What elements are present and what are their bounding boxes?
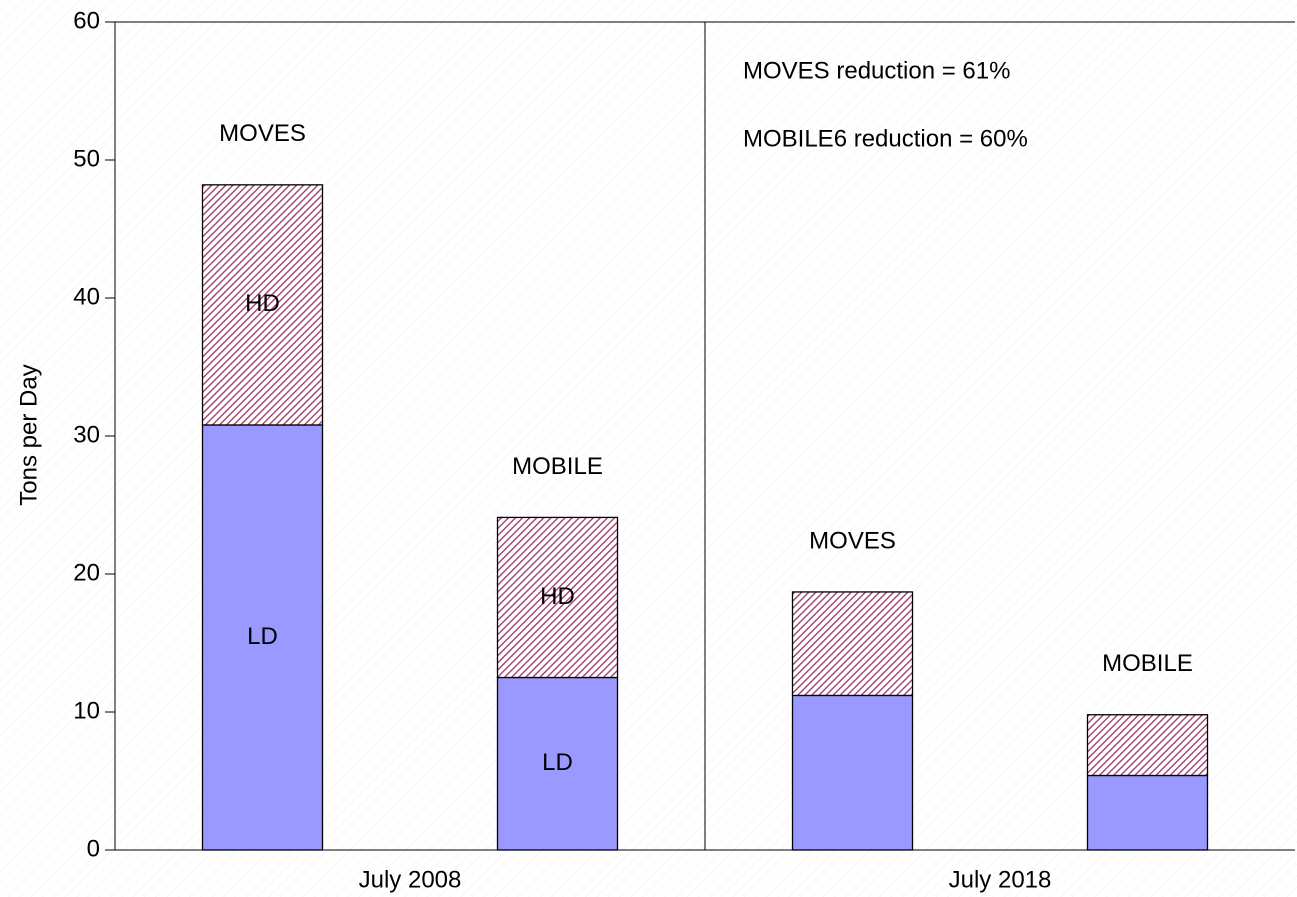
segment-label: HD	[245, 290, 280, 317]
y-tick-label: 40	[73, 283, 100, 310]
y-tick-label: 20	[73, 559, 100, 586]
bar-segment	[791, 591, 914, 697]
annotation: MOVES reduction = 61%	[743, 57, 1010, 84]
segment-label: HD	[540, 583, 575, 610]
bar-segment	[201, 184, 324, 426]
bar-segment	[496, 516, 619, 679]
y-tick-label: 50	[73, 145, 100, 172]
bar-segment	[1086, 774, 1209, 851]
bar-label: MOVES	[809, 527, 896, 554]
bar-segment	[791, 694, 914, 851]
segment-label: LD	[542, 749, 573, 776]
group-label: July 2018	[949, 866, 1052, 893]
annotation: MOBILE6 reduction = 60%	[743, 125, 1028, 152]
segment-label: LD	[247, 623, 278, 650]
y-tick-label: 30	[73, 421, 100, 448]
bar-label: MOVES	[219, 120, 306, 147]
y-axis-label: Tons per Day	[15, 364, 42, 505]
group-label: July 2008	[359, 866, 462, 893]
bar-segment	[1086, 714, 1209, 777]
bar-segment	[201, 424, 324, 851]
y-tick-label: 0	[87, 835, 100, 862]
y-tick-label: 10	[73, 697, 100, 724]
bar-segment	[496, 676, 619, 851]
bar-label: MOBILE	[512, 453, 603, 480]
y-tick-label: 60	[73, 7, 100, 34]
bar-label: MOBILE	[1102, 650, 1193, 677]
